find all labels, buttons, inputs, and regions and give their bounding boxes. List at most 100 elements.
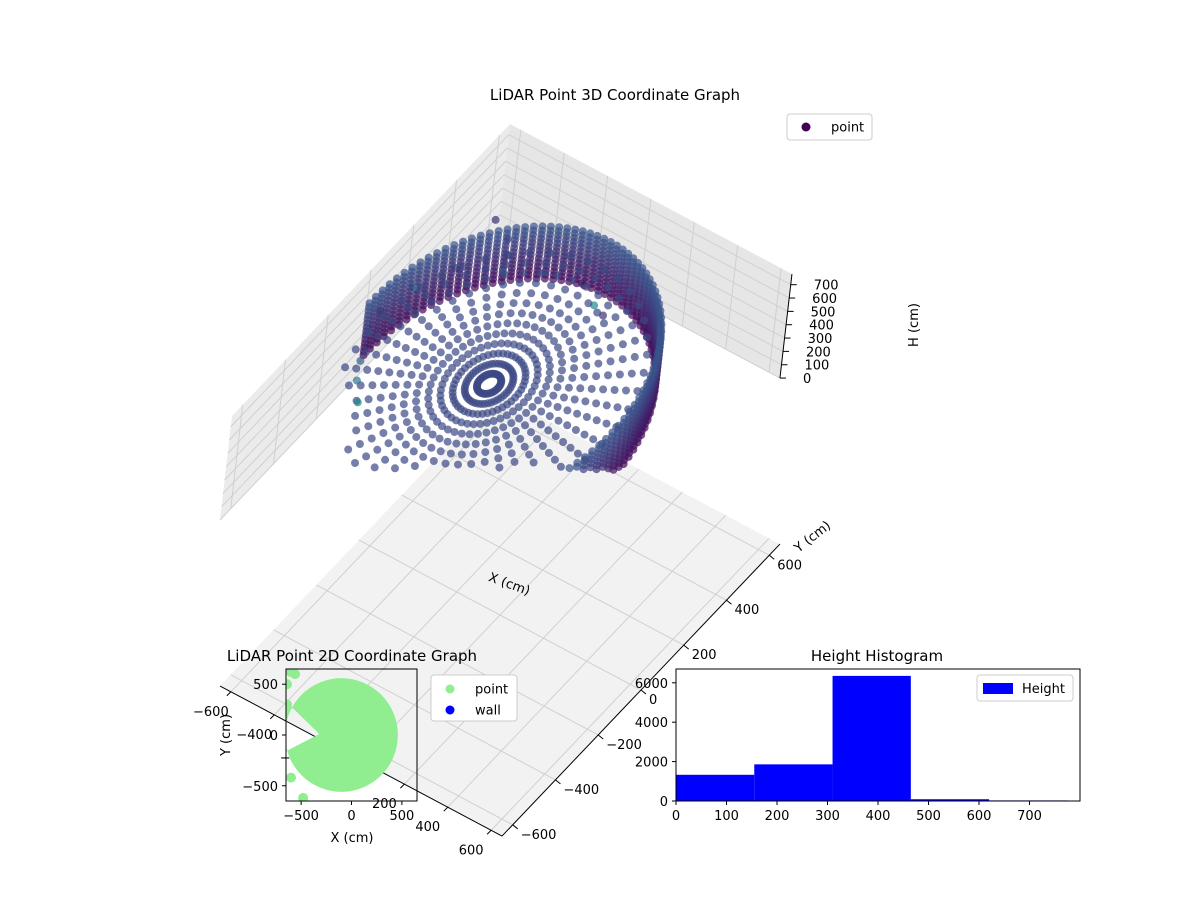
chart-3d-data-point bbox=[420, 351, 429, 360]
chart-3d-data-point bbox=[553, 383, 562, 392]
histogram-title: Height Histogram bbox=[811, 647, 943, 665]
chart-3d-data-point bbox=[477, 343, 486, 352]
chart-3d-data-point bbox=[493, 445, 502, 453]
chart-3d-data-point bbox=[580, 453, 589, 462]
chart-3d-data-point bbox=[503, 250, 512, 259]
chart-3d-data-point bbox=[570, 395, 579, 404]
chart-3d-data-point bbox=[460, 407, 469, 416]
chart-3d-legend: point bbox=[786, 113, 873, 141]
chart-3d-data-point bbox=[400, 390, 409, 399]
chart-3d-z-tick-label: 500 bbox=[811, 305, 836, 320]
chart-3d-data-point bbox=[510, 457, 519, 466]
chart-3d-data-point bbox=[571, 322, 580, 331]
chart-3d-data-point bbox=[352, 364, 361, 373]
chart-3d-data-point bbox=[490, 426, 499, 435]
chart-2d-x-tick-label: −500 bbox=[283, 809, 319, 824]
chart-3d-data-point bbox=[466, 338, 475, 347]
chart-3d-data-point bbox=[431, 328, 440, 337]
chart-3d-data-point bbox=[469, 420, 478, 429]
chart-3d-data-point bbox=[512, 224, 521, 232]
chart-3d-data-point bbox=[444, 341, 453, 350]
chart-3d-data-point bbox=[564, 383, 573, 392]
chart-3d-data-point bbox=[356, 356, 365, 365]
chart-3d-data-point bbox=[441, 244, 450, 253]
chart-3d-data-point bbox=[370, 463, 379, 472]
chart-3d-data-point bbox=[422, 290, 431, 299]
chart-2d-edge-point bbox=[298, 792, 309, 801]
chart-3d-data-point bbox=[353, 398, 362, 407]
chart-2d-edge-points bbox=[286, 669, 309, 801]
chart-3d-data-point bbox=[537, 407, 546, 416]
chart-3d-data-point bbox=[395, 432, 404, 441]
chart-3d-data-point bbox=[582, 282, 591, 291]
chart-3d-data-point bbox=[400, 268, 409, 277]
chart-3d-data-point bbox=[443, 437, 452, 446]
chart-2d-y-tick-label: −500 bbox=[242, 780, 278, 795]
chart-3d-data-point bbox=[564, 315, 573, 324]
chart-3d-data-point bbox=[544, 448, 553, 457]
chart-3d-data-point bbox=[604, 301, 613, 310]
chart-3d-data-point bbox=[419, 452, 428, 461]
chart-3d-data-point bbox=[443, 425, 452, 434]
chart-3d-z-tick-label: 300 bbox=[808, 332, 833, 347]
chart-3d-y-tick-label: 400 bbox=[734, 603, 759, 618]
chart-3d-data-point bbox=[481, 438, 490, 447]
chart-3d-data-point bbox=[538, 222, 547, 231]
chart-3d-data-point bbox=[520, 442, 529, 451]
chart-3d-data-point bbox=[506, 309, 515, 318]
chart-3d-data-point bbox=[467, 298, 476, 307]
chart-2d-edge-point bbox=[286, 699, 293, 710]
chart-3d-z-tick-label: 0 bbox=[803, 372, 811, 387]
chart-2d-legend-label-wall: wall bbox=[475, 704, 501, 719]
chart-3d-data-point bbox=[531, 279, 540, 288]
chart-3d-data-point bbox=[496, 300, 505, 309]
chart-3d-data-point bbox=[363, 409, 372, 417]
chart-3d-data-point bbox=[509, 340, 518, 349]
chart-3d-data-point bbox=[563, 421, 572, 430]
histogram-x-tick-label: 300 bbox=[815, 809, 840, 824]
chart-3d-data-point bbox=[438, 335, 447, 344]
chart-3d-data-point bbox=[654, 349, 662, 358]
histogram-y-tick-label: 0 bbox=[660, 795, 668, 810]
chart-3d-data-point bbox=[604, 331, 613, 340]
chart-3d-data-point bbox=[618, 340, 627, 349]
chart-3d-data-point bbox=[541, 259, 550, 268]
chart-3d-data-point bbox=[376, 393, 385, 402]
chart-3d-data-point bbox=[475, 334, 484, 343]
chart-3d-data-point bbox=[429, 457, 438, 465]
chart-3d-data-point bbox=[446, 449, 455, 458]
chart-2d-legend-marker-wall bbox=[445, 705, 455, 715]
chart-3d-data-point bbox=[576, 266, 585, 275]
chart-3d-data-point bbox=[432, 305, 441, 314]
chart-3d-left-gridline-y bbox=[272, 359, 286, 464]
chart-3d-data-point bbox=[504, 440, 513, 449]
chart-3d-data-point bbox=[396, 369, 405, 378]
chart-3d-x-tick bbox=[226, 691, 232, 697]
chart-3d-back-gridline-x bbox=[768, 268, 782, 373]
chart-3d-data-point bbox=[589, 435, 598, 444]
chart-3d-data-point bbox=[403, 358, 411, 367]
chart-3d-data-point bbox=[496, 414, 505, 423]
chart-3d-data-point bbox=[492, 435, 500, 444]
chart-3d-data-point bbox=[451, 347, 460, 356]
chart-3d-data-point bbox=[639, 386, 648, 395]
chart-3d-data-point bbox=[476, 388, 485, 397]
chart-3d-data-point bbox=[495, 463, 504, 472]
chart-3d-data-point bbox=[481, 448, 490, 457]
chart-3d-data-point bbox=[481, 274, 490, 283]
chart-3d-data-point bbox=[602, 419, 611, 428]
chart-3d-x-tick-label: 600 bbox=[459, 843, 484, 858]
chart-3d-data-point bbox=[554, 416, 563, 425]
chart-3d-data-point bbox=[443, 320, 452, 329]
chart-3d-data-point bbox=[509, 407, 517, 416]
chart-3d-data-point bbox=[521, 223, 530, 232]
chart-3d-data-point bbox=[412, 332, 421, 341]
chart-3d-data-point bbox=[549, 391, 558, 400]
chart-3d-data-point bbox=[388, 392, 397, 401]
chart-3d-data-point bbox=[374, 332, 383, 341]
chart-3d-data-point bbox=[640, 316, 649, 325]
chart-3d-data-point bbox=[391, 448, 400, 457]
chart-3d-data-point bbox=[426, 380, 435, 389]
chart-3d-data-point bbox=[364, 395, 373, 404]
chart-3d-y-tick-label: 200 bbox=[692, 648, 717, 663]
